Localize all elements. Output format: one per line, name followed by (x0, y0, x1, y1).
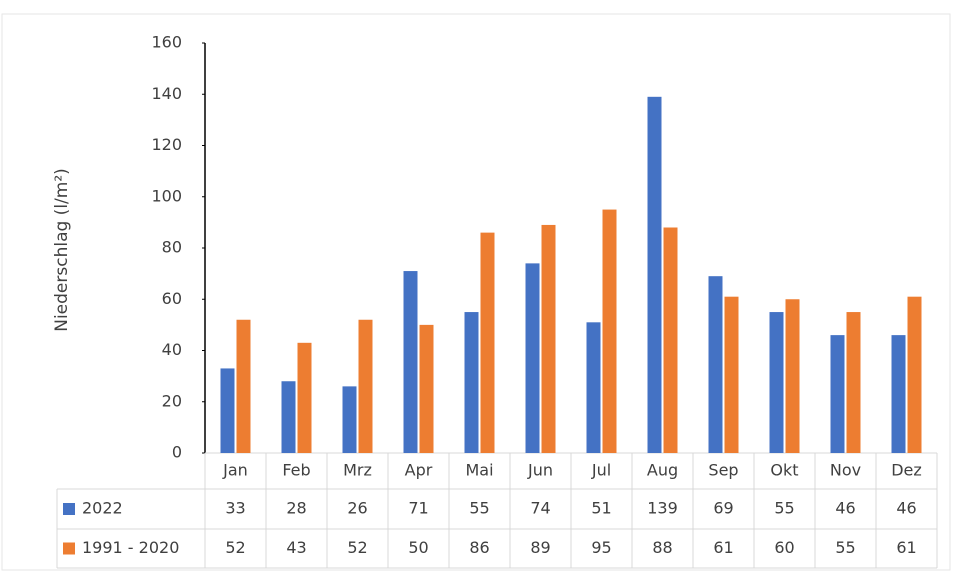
bar (403, 271, 418, 453)
bar (647, 96, 662, 453)
table-value: 52 (347, 538, 367, 557)
table-value: 139 (647, 499, 678, 518)
bar (724, 296, 739, 453)
x-tick-label: Mai (465, 461, 493, 480)
bar (769, 312, 784, 453)
table-value: 43 (286, 538, 306, 557)
x-tick-label: Jun (527, 461, 553, 480)
bar (708, 276, 723, 453)
table-value: 55 (835, 538, 855, 557)
legend-swatch (63, 542, 75, 555)
x-tick-label: Nov (830, 461, 861, 480)
legend-label: 1991 - 2020 (82, 538, 179, 557)
table-value: 89 (530, 538, 550, 557)
x-tick-label: Dez (891, 461, 922, 480)
bar (464, 312, 479, 453)
y-tick-label: 140 (151, 84, 182, 103)
table-value: 86 (469, 538, 489, 557)
y-tick-label: 40 (162, 340, 182, 359)
y-tick-label: 20 (162, 391, 182, 410)
bar (541, 224, 556, 453)
bar (891, 335, 906, 453)
bar (236, 319, 251, 453)
x-tick-label: Sep (708, 461, 738, 480)
bar (602, 209, 617, 453)
table-value: 61 (713, 538, 733, 557)
table-value: 33 (225, 499, 245, 518)
table-value: 88 (652, 538, 672, 557)
table-value: 28 (286, 499, 306, 518)
x-tick-label: Aug (647, 461, 678, 480)
x-tick-label: Apr (405, 461, 433, 480)
x-tick-label: Feb (282, 461, 310, 480)
table-value: 51 (591, 499, 611, 518)
x-tick-label: Okt (770, 461, 798, 480)
table-value: 69 (713, 499, 733, 518)
table-value: 61 (896, 538, 916, 557)
table-value: 46 (835, 499, 855, 518)
x-tick-label: Jul (591, 461, 611, 480)
y-tick-label: 80 (162, 238, 182, 257)
table-value: 52 (225, 538, 245, 557)
legend-label: 2022 (82, 499, 123, 518)
y-tick-label: 60 (162, 289, 182, 308)
bar (342, 386, 357, 453)
bar (358, 319, 373, 453)
table-value: 71 (408, 499, 428, 518)
bar (220, 368, 235, 453)
y-tick-label: 160 (151, 33, 182, 52)
chart-border (1, 13, 951, 571)
bar (525, 263, 540, 453)
table-value: 50 (408, 538, 428, 557)
y-axis-label: Niederschlag (l/m²) (52, 168, 72, 332)
bar (297, 342, 312, 453)
table-value: 60 (774, 538, 794, 557)
bar (663, 227, 678, 453)
bar (281, 381, 296, 453)
bar (846, 312, 861, 453)
table-value: 55 (774, 499, 794, 518)
table-value: 26 (347, 499, 367, 518)
bar (419, 324, 434, 453)
legend-swatch (63, 503, 75, 515)
x-tick-label: Jan (222, 461, 248, 480)
bar (907, 296, 922, 453)
x-tick-label: Mrz (343, 461, 372, 480)
table-value: 74 (530, 499, 550, 518)
bar (586, 322, 601, 453)
y-tick-label: 120 (151, 135, 182, 154)
y-tick-label: 0 (172, 443, 182, 462)
table-value: 55 (469, 499, 489, 518)
bar (785, 299, 800, 453)
bar (480, 232, 495, 453)
bar (830, 335, 845, 453)
y-tick-label: 100 (151, 186, 182, 205)
table-value: 95 (591, 538, 611, 557)
table-value: 46 (896, 499, 916, 518)
